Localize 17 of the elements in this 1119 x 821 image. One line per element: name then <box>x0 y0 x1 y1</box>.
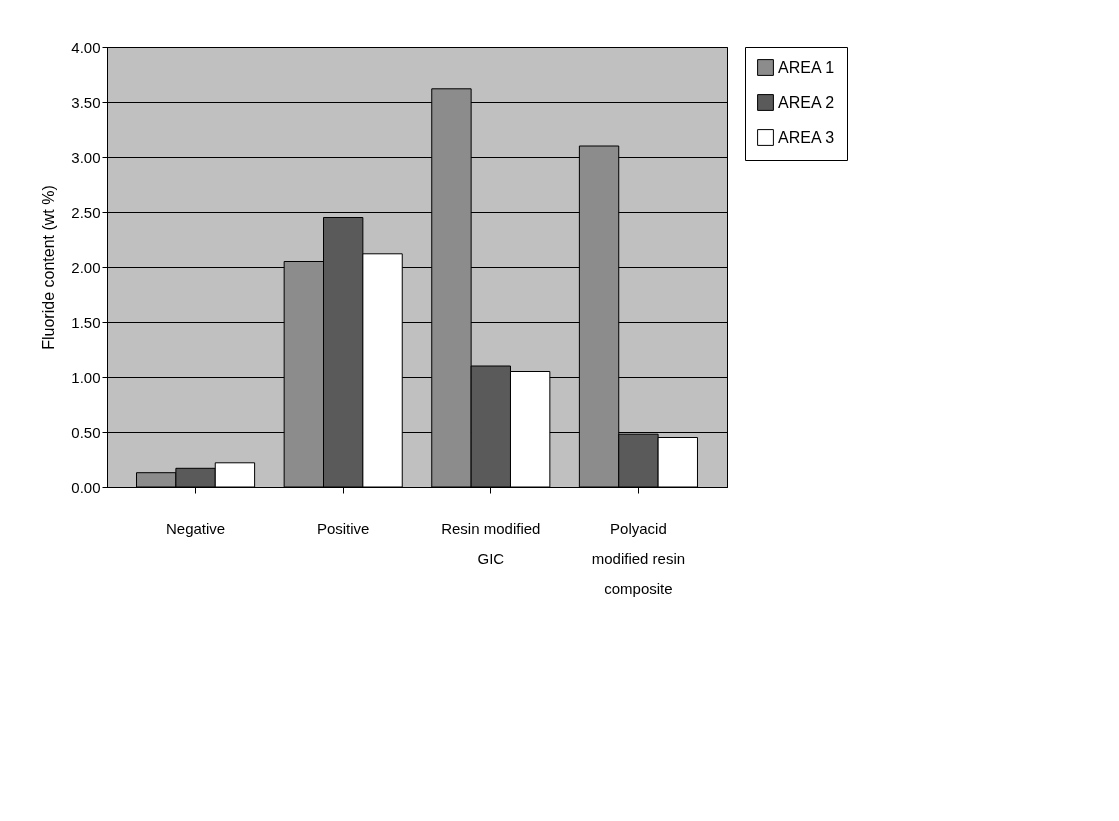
y-tick-label: 1.50 <box>71 313 101 331</box>
x-tick-label: Resin modified GIC <box>441 519 541 567</box>
x-tick-label: Negative <box>165 519 226 537</box>
y-axis-title: Fluoride content (wt %) <box>40 185 58 350</box>
legend-label: AREA 2 <box>778 93 835 111</box>
y-tick-label: 0.50 <box>71 423 101 441</box>
legend-label: AREA 3 <box>778 128 835 146</box>
y-tick-label: 4.00 <box>71 38 101 56</box>
y-tick-label: 3.00 <box>71 148 101 166</box>
legend-label: AREA 1 <box>778 58 835 76</box>
y-tick-label: 3.50 <box>71 93 101 111</box>
y-tick-label: 2.50 <box>71 203 101 221</box>
x-tick-label: Positive <box>316 519 370 537</box>
y-tick-label: 0.00 <box>71 478 101 496</box>
x-tick-label: Polyacid modified resin composite <box>591 519 686 597</box>
y-tick-label: 1.00 <box>71 368 101 386</box>
y-tick-label: 2.00 <box>71 258 101 276</box>
